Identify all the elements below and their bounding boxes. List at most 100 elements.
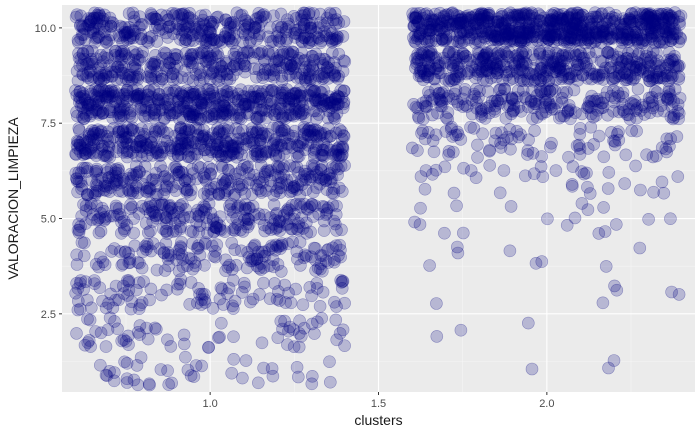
data-point [203,53,216,67]
data-point [171,282,184,296]
data-point [109,44,122,58]
data-point [179,350,192,364]
data-point [467,122,481,135]
data-point [252,6,266,20]
data-point [192,47,205,60]
data-point [322,121,335,135]
data-point [171,17,184,30]
data-point [268,108,282,121]
data-point [316,57,329,70]
data-point [218,108,232,122]
data-point [104,20,118,33]
data-point [97,51,111,64]
data-point [274,48,287,62]
data-point [87,11,100,25]
data-point [119,72,133,85]
data-point [584,51,598,65]
data-point [193,84,206,98]
data-point [227,15,240,29]
data-point [258,63,272,76]
data-point [104,19,118,33]
data-point [295,9,308,23]
data-point [303,64,316,78]
data-point [103,59,116,73]
data-point [97,72,111,85]
data-point [205,51,219,65]
data-point [74,32,87,46]
data-point [233,58,246,71]
data-point [181,10,195,23]
data-point [660,145,674,159]
data-point [282,69,295,82]
data-point [99,66,112,79]
data-point [179,47,192,60]
data-point [470,82,483,96]
data-point [323,6,337,20]
data-point [257,8,271,21]
data-point [227,47,241,61]
data-point [330,13,343,26]
data-point [313,7,327,21]
data-point [280,83,294,96]
data-point [122,172,135,185]
data-point [489,126,503,140]
data-point [234,244,248,258]
data-point [313,52,327,66]
data-point [194,29,207,43]
data-point [207,44,220,58]
data-point [131,73,145,86]
data-point [137,275,150,288]
data-point [179,26,192,39]
data-point [325,35,339,49]
data-point [166,7,179,20]
data-point [521,316,535,330]
data-point [76,68,90,82]
data-point [615,54,629,68]
data-point [204,15,217,29]
data-point [74,18,87,32]
data-point [207,65,220,79]
data-point [71,74,85,87]
data-point [282,324,295,338]
data-point [126,6,140,20]
data-point [190,207,203,221]
data-point [205,32,218,46]
data-point [92,70,106,84]
data-point [204,67,217,81]
data-point [456,226,470,240]
data-point [296,90,310,103]
data-point [314,36,327,50]
data-point [221,68,234,81]
data-point [84,64,97,77]
data-point [289,27,303,40]
data-point [289,66,303,80]
data-point [78,22,91,36]
y-tick-label: 5.0 [41,214,56,226]
data-point [324,8,338,21]
data-point [197,124,210,137]
data-point [146,12,159,25]
data-point [99,340,113,353]
data-point [269,208,283,221]
data-point [284,59,298,73]
data-point [85,87,98,101]
data-point [94,74,108,88]
data-point [170,59,184,73]
data-point [581,33,595,47]
data-point [213,70,227,83]
data-point [267,71,281,84]
data-point [130,63,143,76]
data-point [85,301,98,315]
data-point [210,238,224,251]
data-point [488,94,502,108]
data-point [298,63,311,77]
data-point [227,60,240,73]
data-point [145,72,159,86]
data-point [193,74,207,88]
data-point [122,52,136,65]
data-point [336,30,350,43]
data-point [223,17,237,30]
data-point [167,106,181,120]
data-point [427,15,441,28]
data-point [148,57,161,71]
